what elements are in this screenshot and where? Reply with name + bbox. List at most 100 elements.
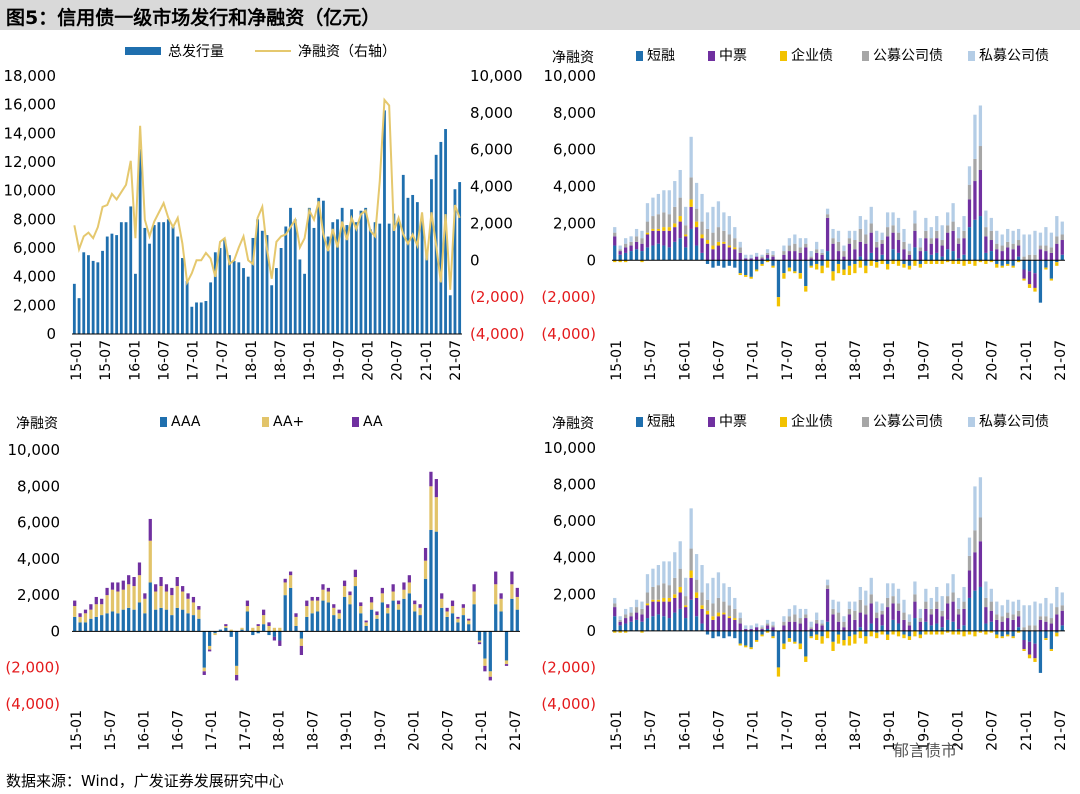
- bar-segment: [1011, 243, 1015, 250]
- bar-segment: [727, 245, 731, 248]
- bar-segment: [689, 599, 693, 631]
- bar-segment: [956, 597, 961, 609]
- bar-segment: [880, 232, 884, 241]
- bar-segment: [396, 609, 401, 632]
- y-tick: (4,000): [541, 325, 596, 343]
- bar-segment: [853, 260, 857, 264]
- bar-segment: [1022, 260, 1026, 270]
- bar-segment: [191, 615, 196, 632]
- bar-segment: [924, 217, 928, 231]
- bar-segment: [973, 590, 977, 631]
- bar-segment: [771, 636, 775, 639]
- bar-segment: [831, 614, 835, 631]
- bar-segment: [662, 597, 666, 602]
- bar-segment: [787, 608, 792, 617]
- bar-segment: [364, 625, 368, 632]
- bar-segment: [815, 623, 819, 631]
- bar-segment: [186, 593, 190, 599]
- bar-segment: [662, 245, 666, 261]
- x-tick-label: 17-07: [215, 340, 231, 381]
- bar-segment: [711, 616, 715, 620]
- bar-segment: [267, 625, 271, 632]
- bar-segment: [1033, 260, 1037, 274]
- bar-segment: [375, 618, 379, 632]
- bar-segment: [629, 251, 633, 261]
- bar-segment: [1060, 610, 1064, 626]
- bar-segment: [694, 227, 699, 246]
- bar-segment: [793, 605, 797, 615]
- x-tick-label: 19-01: [882, 340, 898, 381]
- y-tick: 4,000: [553, 549, 596, 567]
- bar-segment: [962, 625, 966, 631]
- bar-segment: [164, 584, 169, 592]
- bar-segment: [853, 240, 857, 250]
- bar-segment: [1016, 245, 1021, 257]
- bar-segment: [1033, 287, 1037, 292]
- bar-segment: [722, 601, 726, 613]
- bar-segment: [294, 616, 298, 626]
- bar-segment: [951, 203, 955, 222]
- bar-segment: [705, 610, 710, 615]
- y-tick-right: 6,000: [470, 141, 513, 159]
- bar-segment: [402, 589, 406, 599]
- bar-segment: [929, 238, 933, 244]
- bar-segment: [815, 619, 819, 624]
- legend-swatch-total: [125, 47, 161, 55]
- bar-segment: [918, 260, 923, 264]
- y-tick: 0: [586, 251, 596, 269]
- bar-segment: [656, 599, 661, 602]
- bar-segment: [1044, 251, 1048, 261]
- bar-segment: [913, 630, 917, 637]
- bar-segment: [869, 206, 873, 224]
- bar-segment: [445, 611, 449, 617]
- y-tick-right: 0: [470, 251, 480, 269]
- bar-segment: [429, 486, 433, 530]
- bar-segment: [299, 645, 304, 656]
- bar-segment: [1055, 216, 1059, 237]
- bar-segment: [842, 260, 846, 270]
- bar-segment: [1049, 630, 1053, 650]
- bar-segment: [962, 630, 966, 637]
- bar-segment: [494, 571, 498, 585]
- bar-segment: [891, 603, 895, 620]
- bar-segment: [749, 276, 753, 279]
- bar-segment: [640, 630, 644, 633]
- bar-segment: [782, 245, 786, 252]
- bar-segment: [423, 578, 428, 632]
- bar-segment: [440, 598, 444, 608]
- bar-segment: [744, 260, 748, 276]
- bar-segment: [711, 630, 715, 639]
- bar-segment: [477, 640, 482, 643]
- bar-segment: [110, 582, 115, 590]
- y-tick: 10,000: [544, 67, 597, 85]
- bar-segment: [820, 623, 824, 626]
- bar-segment: [918, 634, 923, 639]
- bar-segment: [380, 587, 384, 594]
- bar-segment: [618, 625, 622, 631]
- bar-segment: [694, 597, 699, 617]
- issuance-bar: [204, 301, 208, 334]
- bar-segment: [825, 630, 830, 639]
- issuance-bar: [256, 219, 260, 334]
- issuance-bar: [364, 207, 368, 334]
- bar-segment: [995, 249, 999, 261]
- bar-segment: [100, 598, 104, 605]
- bar-segment: [477, 642, 482, 645]
- bar-segment: [776, 297, 781, 307]
- bar-segment: [326, 602, 331, 632]
- bar-segment: [1044, 616, 1048, 622]
- bar-segment: [956, 243, 961, 259]
- bar-segment: [423, 560, 428, 579]
- bar-segment: [678, 541, 682, 569]
- bar-segment: [924, 630, 928, 635]
- bar-segment: [700, 193, 704, 222]
- bar-segment: [667, 247, 671, 261]
- issuance-bar: [312, 227, 316, 334]
- issuance-bar: [91, 260, 95, 334]
- bar-segment: [885, 634, 890, 640]
- bar-segment: [967, 260, 972, 264]
- bar-segment: [613, 603, 617, 608]
- bar-segment: [1044, 621, 1048, 631]
- bar-segment: [175, 607, 179, 632]
- bar-segment: [1022, 649, 1026, 651]
